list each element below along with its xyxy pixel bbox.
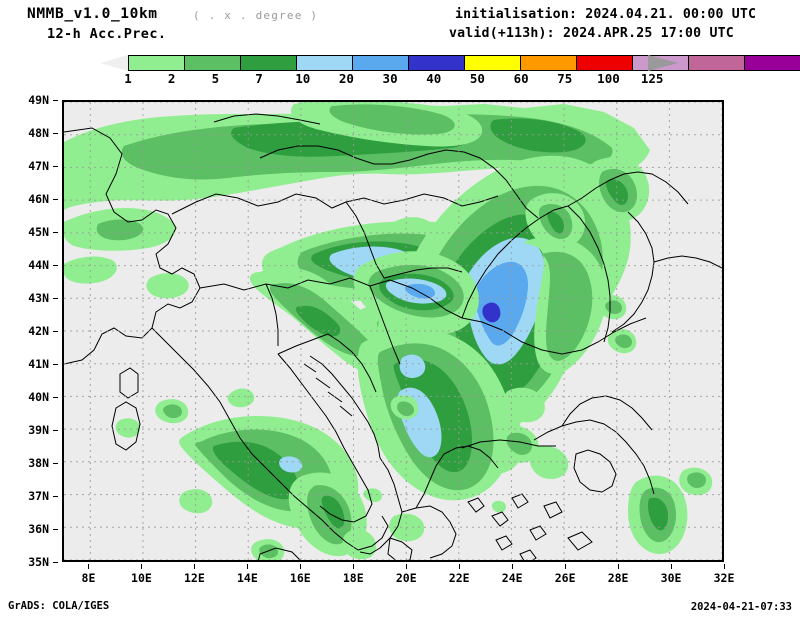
latitude-tick-mark bbox=[53, 496, 58, 497]
valid-time: valid(+113h): 2024.APR.25 17:00 UTC bbox=[449, 26, 734, 41]
latitude-tick-mark bbox=[53, 199, 58, 200]
latitude-tick-label: 47N bbox=[28, 159, 49, 173]
colorbar-tick-label: 2 bbox=[167, 71, 176, 86]
colorbar-tick-label: 125 bbox=[640, 71, 664, 86]
latitude-tick-label: 43N bbox=[28, 291, 49, 305]
latitude-tick-label: 44N bbox=[28, 258, 49, 272]
generated-timestamp: 2024-04-21-07:33 bbox=[690, 601, 792, 613]
colorbar-tick-label: 100 bbox=[597, 71, 620, 86]
latitude-tick-label: 46N bbox=[28, 192, 49, 206]
longitude-tick-label: 16E bbox=[289, 571, 311, 585]
longitude-tick-label: 32E bbox=[713, 571, 735, 585]
map-canvas bbox=[64, 102, 722, 560]
colorbar-tick-labels: 1 2 5 7 10 20 30 40 50 60 75 100 125 bbox=[0, 71, 800, 89]
latitude-tick-mark bbox=[53, 100, 58, 101]
triangle-left-icon bbox=[100, 55, 128, 71]
grads-credit: GrADS: COLA/IGES bbox=[8, 600, 110, 612]
longitude-tick-mark bbox=[88, 564, 90, 569]
longitude-tick-label: 12E bbox=[184, 571, 205, 585]
initialisation-time: initialisation: 2024.04.21. 00:00 UTC bbox=[455, 7, 757, 22]
colorbar-tick-label: 10 bbox=[295, 71, 311, 86]
longitude-tick-mark bbox=[512, 564, 514, 569]
colorbar-segment bbox=[129, 56, 185, 70]
longitude-tick-label: 24E bbox=[501, 571, 523, 585]
colorbar-tick-label: 5 bbox=[211, 71, 220, 86]
colorbar-tick-label: 1 bbox=[124, 71, 132, 86]
longitude-tick-label: 26E bbox=[554, 571, 576, 585]
colorbar-tick-label: 75 bbox=[557, 71, 573, 86]
longitude-tick-label: 14E bbox=[236, 571, 258, 585]
latitude-tick-label: 35N bbox=[28, 555, 49, 569]
longitude-tick-label: 22E bbox=[448, 571, 470, 585]
longitude-tick-mark bbox=[406, 564, 408, 569]
colorbar-segment bbox=[185, 56, 241, 70]
colorbar-segment bbox=[297, 56, 353, 70]
longitude-tick-mark bbox=[565, 564, 567, 569]
precipitation-map bbox=[62, 100, 724, 562]
latitude-tick-label: 45N bbox=[28, 225, 49, 239]
longitude-tick-mark bbox=[141, 564, 143, 569]
colorbar-tick-label: 40 bbox=[426, 71, 442, 86]
latitude-tick-label: 36N bbox=[28, 522, 49, 536]
longitude-tick-mark bbox=[724, 564, 725, 569]
colorbar-segment bbox=[521, 56, 577, 70]
longitude-tick-label: 28E bbox=[607, 571, 629, 585]
colorbar-tick-label: 60 bbox=[513, 71, 529, 86]
longitude-tick-label: 18E bbox=[342, 571, 364, 585]
longitude-tick-mark bbox=[247, 564, 249, 569]
colorbar-segment bbox=[353, 56, 409, 70]
longitude-tick-mark bbox=[671, 564, 673, 569]
latitude-tick-mark bbox=[53, 265, 58, 266]
field-title: 12-h Acc.Prec. bbox=[47, 26, 167, 42]
model-title: NMMB_v1.0_10km bbox=[27, 6, 158, 22]
latitude-tick-mark bbox=[53, 562, 58, 563]
latitude-tick-mark bbox=[53, 430, 58, 431]
latitude-tick-mark bbox=[53, 133, 58, 134]
longitude-tick-mark bbox=[459, 564, 461, 569]
latitude-tick-mark bbox=[53, 166, 58, 167]
longitude-tick-label: 8E bbox=[81, 571, 96, 585]
colorbar: 1 2 5 7 10 20 30 40 50 60 75 100 125 bbox=[0, 55, 800, 90]
longitude-tick-label: 20E bbox=[395, 571, 417, 585]
latitude-tick-label: 37N bbox=[28, 489, 49, 503]
colorbar-tick-label: 50 bbox=[469, 71, 485, 86]
units-note: ( . x . degree ) bbox=[193, 9, 319, 22]
latitude-tick-label: 42N bbox=[28, 324, 49, 338]
longitude-tick-label: 30E bbox=[660, 571, 682, 585]
latitude-tick-label: 49N bbox=[28, 93, 49, 107]
colorbar-segment bbox=[745, 56, 800, 70]
longitude-axis: 8E 10E 12E 14E 16E 18E 20E 22E 24E 26E 28E 30E 32E bbox=[62, 564, 734, 585]
latitude-tick-mark bbox=[53, 397, 58, 398]
latitude-tick-mark bbox=[53, 364, 58, 365]
colorbar-segment bbox=[241, 56, 297, 70]
triangle-right-icon bbox=[648, 55, 678, 71]
precipitation-contours bbox=[64, 102, 713, 560]
colorbar-tick-label: 30 bbox=[382, 71, 398, 86]
latitude-tick-label: 39N bbox=[28, 423, 49, 437]
colorbar-segment bbox=[689, 56, 745, 70]
latitude-tick-label: 40N bbox=[28, 390, 49, 404]
longitude-tick-label: 10E bbox=[131, 571, 152, 585]
latitude-tick-mark bbox=[53, 298, 58, 299]
longitude-tick-mark bbox=[194, 564, 196, 569]
latitude-tick-mark bbox=[53, 529, 58, 530]
latitude-tick-label: 41N bbox=[28, 357, 49, 371]
colorbar-segment bbox=[465, 56, 521, 70]
latitude-tick-mark bbox=[53, 463, 58, 464]
colorbar-segment bbox=[409, 56, 465, 70]
latitude-tick-mark bbox=[53, 331, 58, 332]
latitude-tick-label: 48N bbox=[28, 126, 49, 140]
longitude-tick-mark bbox=[618, 564, 620, 569]
latitude-axis: 35N 36N 37N 38N 39N 40N 41N 42N 43N 44N 45N 46N 47N 4… bbox=[0, 93, 58, 569]
longitude-tick-mark bbox=[300, 564, 302, 569]
colorbar-segment bbox=[577, 56, 633, 70]
coastlines-and-borders bbox=[64, 113, 722, 560]
longitude-tick-mark bbox=[353, 564, 355, 569]
gridlines bbox=[64, 102, 722, 560]
colorbar-tick-label: 7 bbox=[255, 71, 263, 86]
colorbar-tick-label: 20 bbox=[338, 71, 354, 86]
latitude-tick-label: 38N bbox=[28, 456, 49, 470]
header: NMMB_v1.0_10km ( . x . degree ) 12-h Acc… bbox=[0, 0, 800, 50]
latitude-tick-mark bbox=[53, 232, 58, 233]
